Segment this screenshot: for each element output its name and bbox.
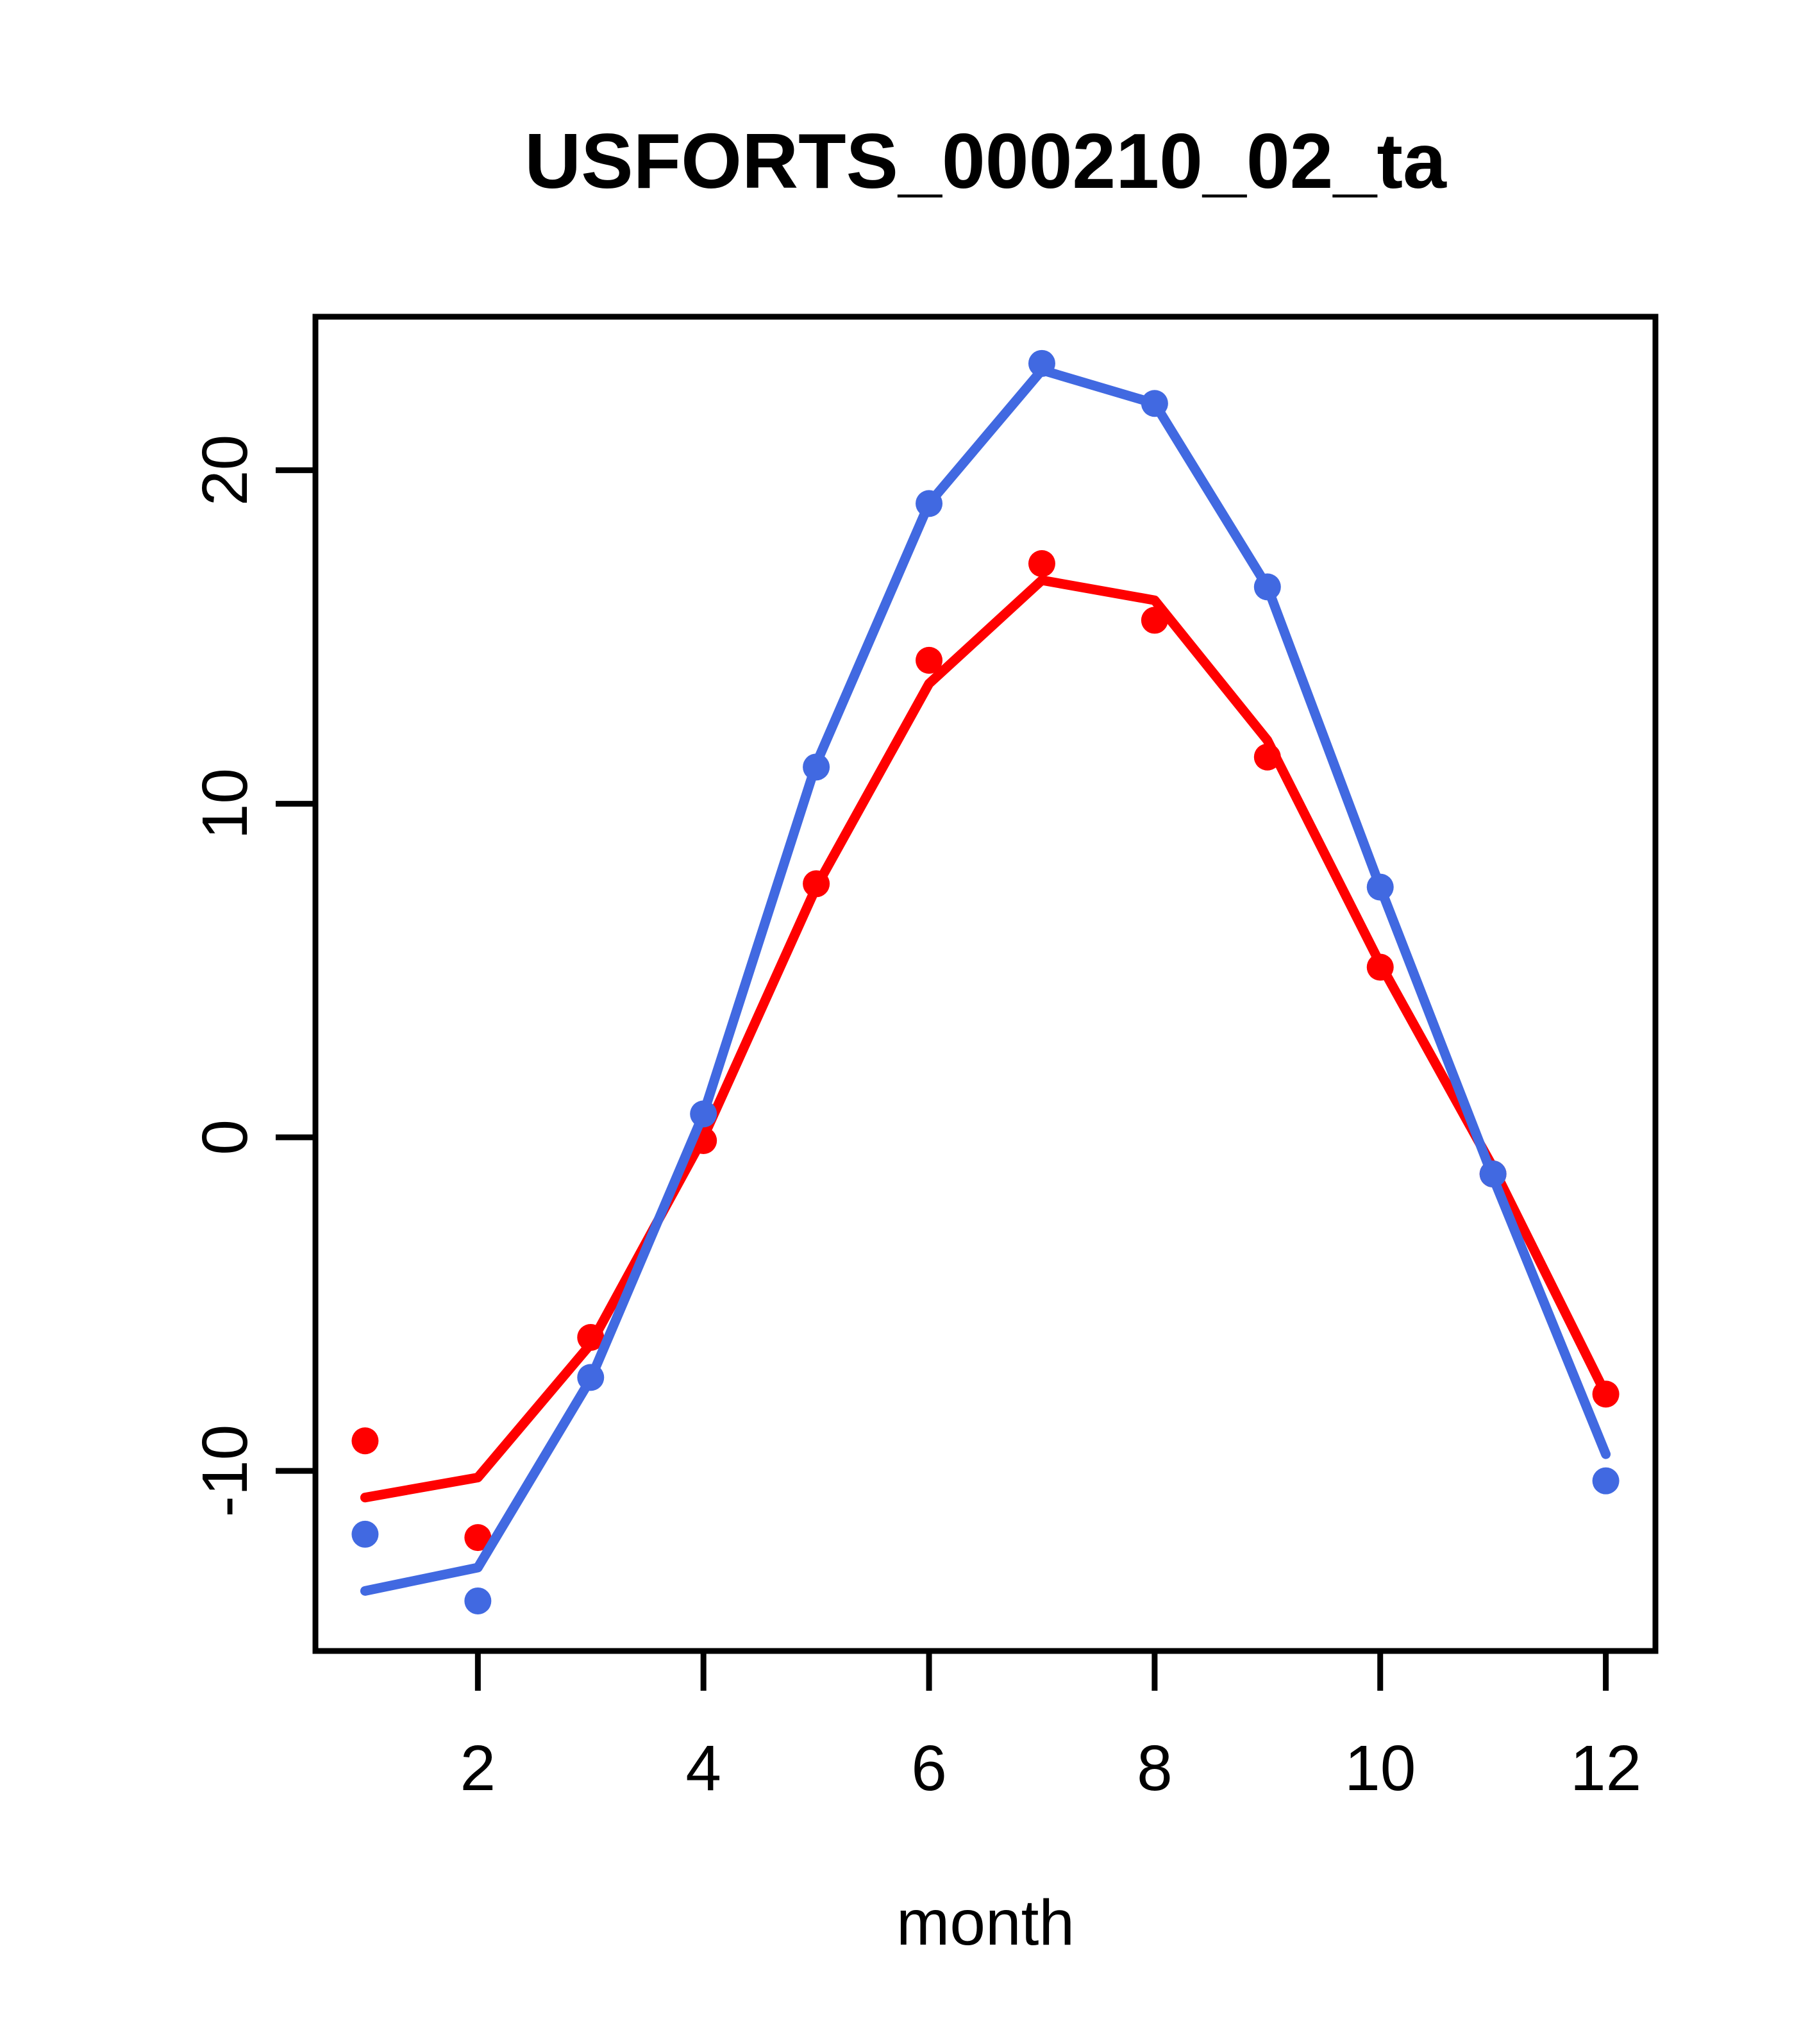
blue-point xyxy=(577,1364,605,1391)
x-axis-title: month xyxy=(896,1887,1075,1959)
blue-fitted-line xyxy=(360,365,1611,1596)
red-point xyxy=(1592,1380,1620,1408)
blue-point xyxy=(1366,873,1394,901)
red-point xyxy=(916,646,943,674)
x-tick-label: 10 xyxy=(1344,1732,1416,1804)
plot-area: 2 4 6 8 10 12 -10 0 10 20 xyxy=(189,314,1659,1804)
series-layer xyxy=(351,349,1620,1614)
plot-frame xyxy=(312,314,1659,1654)
blue-point xyxy=(1028,349,1055,377)
red-fitted-line xyxy=(360,575,1611,1503)
y-tick-label: -10 xyxy=(189,1425,261,1518)
blue-point xyxy=(1141,390,1168,417)
y-tick-label: 20 xyxy=(189,435,261,506)
x-tick-label: 6 xyxy=(911,1732,947,1804)
y-tick-label: 0 xyxy=(189,1119,261,1155)
blue-point xyxy=(464,1587,492,1614)
x-axis: 2 4 6 8 10 12 xyxy=(460,1651,1641,1804)
blue-point xyxy=(803,753,830,781)
red-point xyxy=(1253,743,1281,771)
blue-point xyxy=(351,1520,379,1548)
red-point xyxy=(803,870,830,898)
x-tick-label: 8 xyxy=(1137,1732,1173,1804)
blue-point xyxy=(1592,1467,1620,1495)
blue-point xyxy=(1253,573,1281,601)
y-axis: -10 0 10 20 xyxy=(189,435,315,1518)
blue-point xyxy=(1479,1160,1507,1188)
red-point xyxy=(1366,953,1394,981)
y-tick-label: 10 xyxy=(189,768,261,839)
x-tick-label: 2 xyxy=(460,1732,496,1804)
x-tick-label: 4 xyxy=(685,1732,721,1804)
red-point xyxy=(464,1524,492,1552)
chart-title: USFORTS_000210_02_ta xyxy=(524,117,1447,205)
red-point xyxy=(577,1323,605,1351)
red-point xyxy=(1141,607,1168,634)
red-point xyxy=(351,1427,379,1455)
x-tick-label: 12 xyxy=(1570,1732,1641,1804)
blue-point xyxy=(690,1100,717,1128)
blue-point xyxy=(916,490,943,517)
red-point xyxy=(1028,549,1055,577)
